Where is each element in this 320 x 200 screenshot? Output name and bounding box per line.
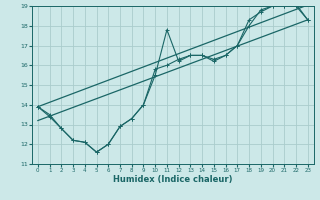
X-axis label: Humidex (Indice chaleur): Humidex (Indice chaleur) [113,175,233,184]
